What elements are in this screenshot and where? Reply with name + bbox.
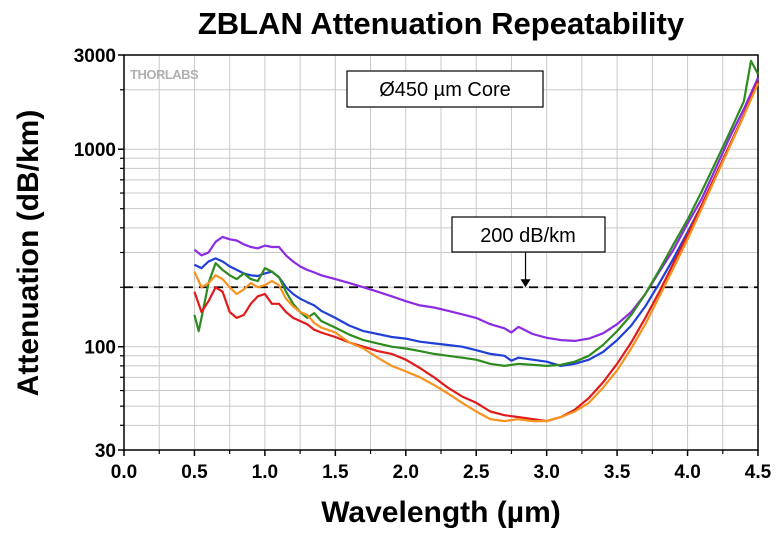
x-tick-label: 2.5: [463, 462, 490, 483]
threshold-annotation: 200 dB/km: [451, 216, 606, 288]
x-tick-label: 1.5: [322, 462, 349, 483]
chart-grid: [124, 55, 758, 450]
x-axis-ticks: 0.0 0.5 1.0 1.5 2.0 2.5 3.0 3.5 4.0 4.5: [111, 450, 772, 483]
x-tick-label: 2.0: [393, 462, 419, 483]
x-tick-label: 0.5: [181, 462, 208, 483]
x-tick-label: 3.5: [604, 462, 631, 483]
series-layer: [193, 59, 760, 423]
y-tick-label: 30: [95, 441, 116, 462]
y-tick-label: 100: [84, 338, 116, 359]
x-tick-label: 1.0: [252, 462, 278, 483]
y-axis-title: Attenuation (dB/km): [12, 110, 45, 397]
series-line-4: [193, 83, 760, 423]
core-annotation-box: [346, 70, 544, 108]
x-tick-label: 3.0: [533, 462, 559, 483]
y-tick-label: 3000: [74, 46, 116, 67]
series-line-1: [193, 81, 760, 367]
threshold-annotation-box: [451, 216, 606, 253]
x-tick-label: 4.0: [674, 462, 700, 483]
x-tick-label: 4.5: [745, 462, 772, 483]
thorlabs-logo: THORLABS: [130, 67, 199, 82]
series-line-3: [193, 81, 760, 423]
threshold-arrow-head: [520, 279, 531, 288]
y-axis-ticks: 30 100 1000 3000: [74, 46, 124, 462]
series-line-2: [193, 59, 759, 367]
x-tick-label: 0.0: [111, 462, 137, 483]
x-axis-title: Wavelength (µm): [321, 496, 561, 529]
core-annotation-text: Ø450 µm Core: [379, 79, 511, 101]
y-tick-label: 1000: [74, 140, 116, 161]
chart-title: ZBLAN Attenuation Repeatability: [198, 6, 685, 41]
threshold-annotation-text: 200 dB/km: [480, 225, 576, 247]
core-annotation: Ø450 µm Core: [346, 70, 544, 108]
